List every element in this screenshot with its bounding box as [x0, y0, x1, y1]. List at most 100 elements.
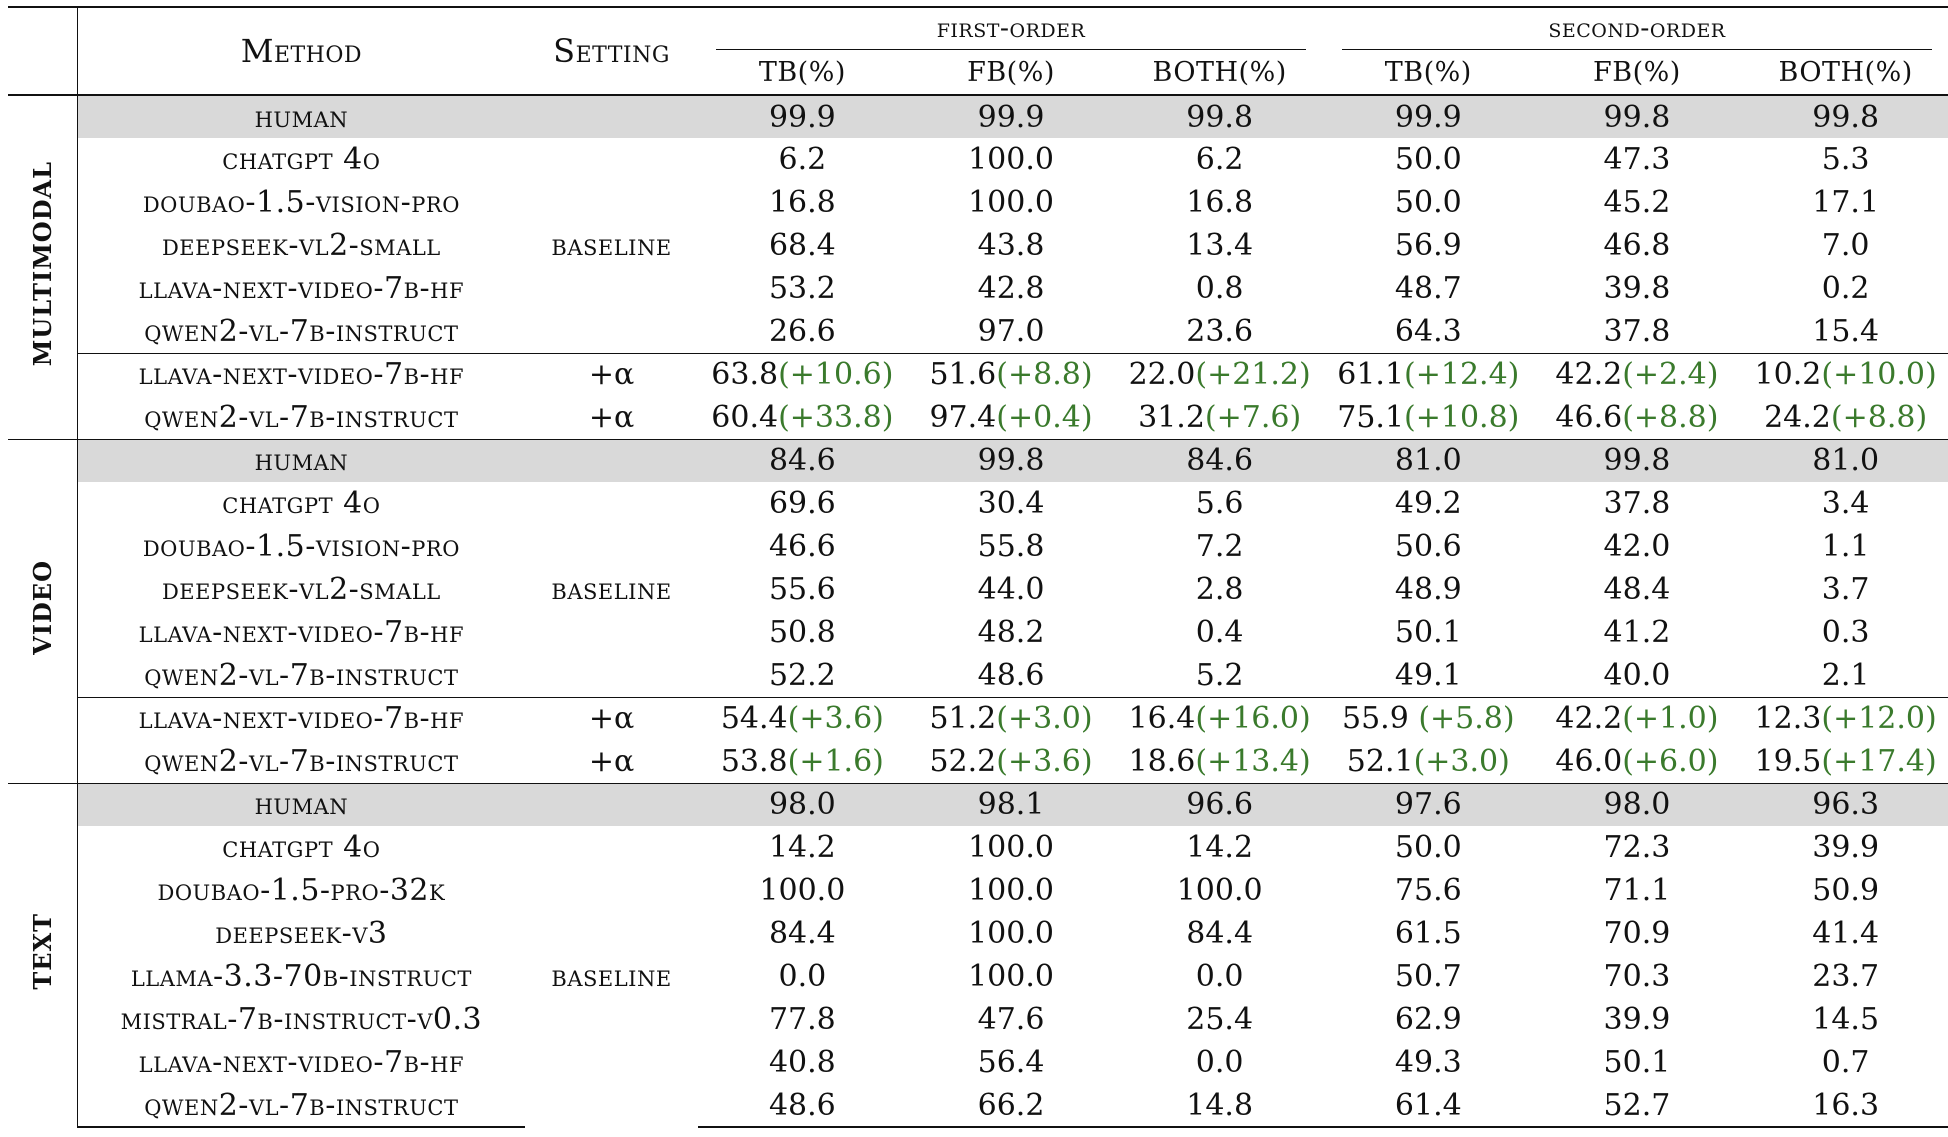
value-cell: 49.1 — [1394, 657, 1462, 693]
delta-text: (+17.4) — [1821, 743, 1937, 779]
table-row: TEXT human 98.0 98.1 96.6 97.6 98.0 96.3 — [8, 782, 1948, 1127]
value-cell: 51.6(+8.8) — [906, 352, 1116, 396]
so-both-header: BOTH(%) — [1778, 57, 1913, 88]
delta-text: (+3.0) — [996, 701, 1093, 737]
value-cell: 61.4 — [1323, 1084, 1533, 1128]
value-text: 19.5 — [1754, 743, 1822, 779]
delta-text: (+1.6) — [787, 743, 884, 779]
second-order-header: second-order — [1323, 6, 1948, 51]
value-cell: 37.8 — [1603, 486, 1671, 521]
value-cell: 0.0 — [778, 959, 827, 994]
value-cell: 42.8 — [977, 271, 1045, 306]
delta-text: (+7.6) — [1204, 399, 1302, 435]
table-row: chatgpt 4o baseline 69.6 30.4 5.6 49.2 37.8 3.4 — [8, 482, 1948, 607]
value-cell: 46.6 — [768, 529, 836, 564]
value-cell: 23.6 — [1186, 313, 1254, 349]
value-cell: 51.2(+3.0) — [906, 696, 1116, 740]
value-cell: 3.7 — [1821, 572, 1870, 607]
value-cell: 31.2(+7.6) — [1115, 396, 1324, 439]
value-cell: 100.0 — [968, 916, 1054, 951]
setting-label: +α — [525, 696, 699, 740]
value-cell: 37.8 — [1603, 313, 1671, 349]
setting-label: +α — [588, 743, 635, 779]
method-name: doubao-1.5-pro-32k — [157, 873, 446, 908]
value-cell: 50.1 — [1603, 1045, 1671, 1080]
delta-text: (+33.8) — [778, 399, 894, 435]
value-cell: 22.0(+21.2) — [1115, 352, 1324, 396]
table-row: VIDEO human 84.6 99.8 84.6 81.0 99.8 81.0 — [8, 438, 1948, 783]
table-row: llava-next-video-7b-hf 53.2 42.8 0.8 48.7 39.… — [8, 267, 1948, 310]
value-text: 52.1 — [1346, 743, 1414, 779]
value-text: 61.1 — [1337, 357, 1405, 393]
table-row: deepseek-vl2-small 55.6 44.0 2.8 48.9 48.4 3.7 — [8, 568, 1948, 611]
value-cell: 99.8 — [1741, 94, 1948, 138]
table-row: qwen2-vl-7b-instruct +α 60.4(+33.8) 97.4(+0… — [8, 396, 1948, 439]
value-cell: 42.2(+2.4) — [1532, 352, 1742, 396]
value-cell: 75.6 — [1394, 873, 1462, 908]
value-cell: 14.8 — [1115, 1084, 1324, 1128]
header-row-top: Method Setting first-order second-order — [8, 6, 1948, 95]
value-cell: 99.9 — [698, 94, 907, 138]
value-cell: 41.4 — [1812, 916, 1880, 951]
value-cell: 0.8 — [1195, 271, 1244, 306]
delta-text: (+3.0) — [1413, 743, 1510, 779]
value-cell: 55.6 — [768, 572, 836, 607]
table-row: qwen2-vl-7b-instruct 26.6 97.0 23.6 64.3 37.8… — [8, 310, 1948, 353]
value-cell: 39.9 — [1603, 1002, 1671, 1037]
value-cell: 53.2 — [768, 271, 836, 306]
table-row: doubao-1.5-vision-pro 16.8 100.0 16.8 50.0 45… — [8, 181, 1948, 224]
value-cell: 7.2 — [1195, 529, 1244, 564]
value-cell: 48.6 — [698, 1084, 907, 1128]
method-name: llava-next-video-7b-hf — [77, 696, 526, 740]
value-cell: 15.4 — [1812, 313, 1880, 349]
value-text: 31.2 — [1138, 399, 1205, 435]
value-cell: 98.0 — [1532, 782, 1742, 826]
value-text: 63.8 — [711, 357, 779, 393]
method-name: qwen2-vl-7b-instruct — [144, 743, 459, 779]
value-cell: 46.8 — [1603, 228, 1671, 263]
setting-cell — [525, 438, 699, 482]
value-cell: 70.9 — [1603, 916, 1671, 951]
value-cell: 81.0 — [1741, 438, 1948, 482]
value-cell: 54.4(+3.6) — [698, 696, 907, 740]
value-cell: 68.4 — [768, 228, 836, 263]
delta-text: (+8.8) — [996, 357, 1093, 393]
value-cell: 84.6 — [1115, 438, 1324, 482]
setting-cell — [525, 782, 699, 826]
method-name: qwen2-vl-7b-instruct — [144, 657, 459, 693]
results-table: Method Setting first-order second-order … — [8, 6, 1948, 1128]
value-text: 12.3 — [1754, 701, 1822, 737]
value-cell: 45.2 — [1603, 185, 1671, 220]
value-cell: 55.8 — [977, 529, 1045, 564]
value-cell: 70.3 — [1603, 959, 1671, 994]
value-cell: 3.4 — [1821, 486, 1870, 521]
table-row: qwen2-vl-7b-instruct 48.6 66.2 14.8 61.4 52.7… — [8, 1084, 1948, 1128]
value-cell: 50.1 — [1394, 615, 1462, 650]
fo-fb-header: FB(%) — [967, 57, 1055, 88]
delta-text: (+2.4) — [1622, 357, 1719, 393]
value-cell: 100.0 — [968, 142, 1054, 177]
value-cell: 99.9 — [906, 94, 1116, 138]
value-text: 51.6 — [929, 357, 997, 393]
table-row: deepseek-vl2-small 68.4 43.8 13.4 56.9 46.8 7.… — [8, 224, 1948, 267]
value-text: 60.4 — [711, 399, 779, 435]
value-text: 46.6 — [1555, 399, 1623, 435]
value-cell: 55.9 (+5.8) — [1323, 696, 1533, 740]
value-text: 51.2 — [929, 701, 997, 737]
value-text: 97.4 — [929, 399, 997, 435]
method-name: chatgpt 4o — [222, 142, 381, 177]
value-cell: 72.3 — [1603, 830, 1671, 865]
table-row: chatgpt 4o baseline 6.2 100.0 6.2 50.0 47.3 5.3 — [8, 138, 1948, 263]
value-cell: 56.9 — [1394, 228, 1462, 263]
value-cell: 44.0 — [977, 572, 1045, 607]
method-name: llava-next-video-7b-hf — [138, 1045, 465, 1080]
value-cell: 97.6 — [1323, 782, 1533, 826]
value-text: 54.4 — [720, 701, 788, 737]
value-cell: 49.2 — [1394, 486, 1462, 521]
value-cell: 99.8 — [1532, 438, 1742, 482]
delta-text: (+13.4) — [1195, 743, 1311, 779]
delta-text: (+3.6) — [996, 743, 1093, 779]
value-cell: 81.0 — [1323, 438, 1533, 482]
method-name: llama-3.3-70b-instruct — [130, 959, 472, 994]
value-cell: 84.4 — [768, 916, 836, 951]
